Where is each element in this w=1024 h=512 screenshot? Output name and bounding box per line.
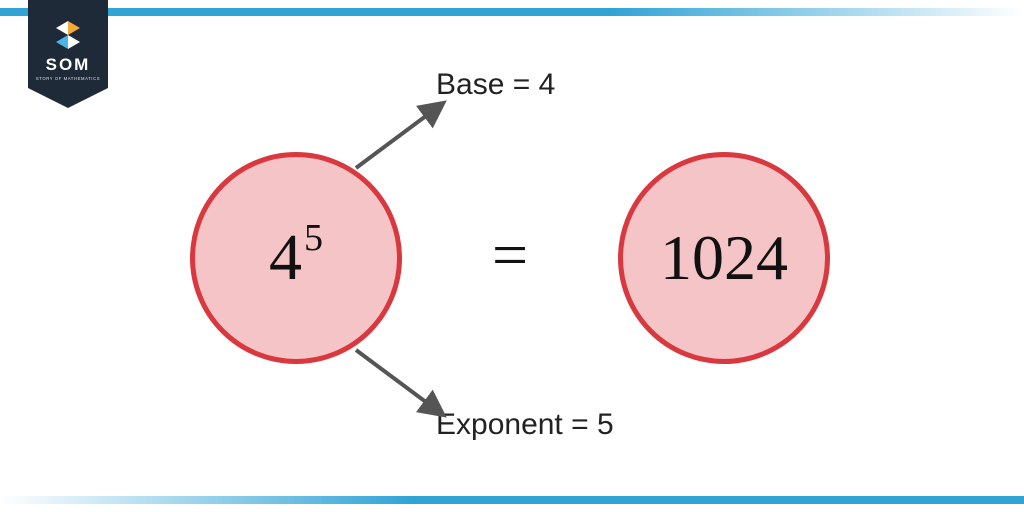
exponent-label: Exponent = 5: [436, 408, 614, 442]
power-expression: 4 5: [269, 225, 323, 291]
exponent-number: 5: [304, 219, 323, 257]
exponent-diagram: 4 5 = 1024 Base = 4 Exponent = 5: [0, 0, 1024, 512]
arrow-to-exponent-icon: [356, 350, 442, 414]
base-number: 4: [269, 225, 302, 291]
expression-circle: 4 5: [190, 152, 402, 364]
equals-symbol: =: [492, 218, 528, 292]
result-circle: 1024: [618, 152, 830, 364]
base-label: Base = 4: [436, 68, 555, 102]
result-number: 1024: [660, 221, 788, 295]
arrow-to-base-icon: [356, 104, 442, 168]
